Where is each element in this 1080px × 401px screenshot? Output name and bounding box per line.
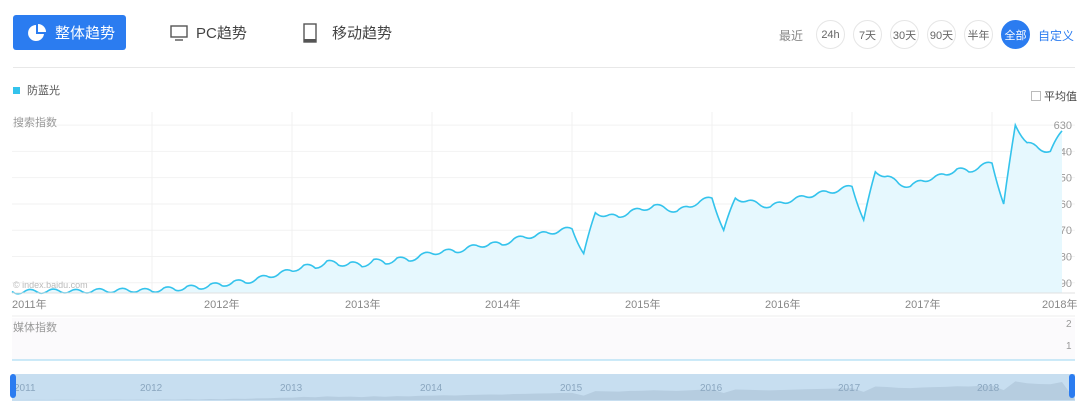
range-option[interactable]: 24h	[816, 20, 845, 49]
navigator-year: 2011	[14, 383, 36, 394]
range-option[interactable]: 7天	[853, 20, 882, 49]
series-area	[12, 125, 1062, 294]
monitor-icon	[170, 24, 188, 41]
watermark: © index.baidu.com	[13, 280, 88, 290]
media-tick: 1	[1066, 341, 1072, 352]
x-tick-label: 2012年	[204, 297, 239, 311]
navigator-year: 2017	[838, 383, 861, 394]
x-tick-label: 2011年	[12, 297, 47, 311]
tab-label: 移动趋势	[332, 25, 393, 42]
tablet-icon	[303, 22, 317, 43]
checkbox-icon	[1031, 91, 1041, 101]
x-tick-label: 2017年	[905, 297, 940, 311]
navigator-area	[12, 381, 1075, 400]
tab-mobile-trend[interactable]: 移动趋势	[302, 15, 392, 50]
tab-label: 整体趋势	[55, 25, 116, 42]
x-tick-label: 2015年	[625, 297, 660, 311]
average-checkbox[interactable]: 平均值	[1031, 88, 1077, 104]
tab-overall-trend[interactable]: 整体趋势	[13, 15, 126, 50]
navigator-year: 2013	[280, 383, 303, 394]
navigator-handle[interactable]	[10, 374, 16, 398]
range-option[interactable]: 90天	[927, 20, 956, 49]
custom-range-link[interactable]: 自定义	[1038, 29, 1075, 43]
navigator-year: 2014	[420, 383, 443, 394]
navigator-handle[interactable]	[1069, 374, 1075, 398]
divider	[13, 67, 1075, 68]
tab-pc-trend[interactable]: PC趋势	[170, 15, 247, 50]
legend-swatch	[13, 86, 20, 94]
pie-chart-icon	[28, 23, 46, 41]
media-tick: 2	[1066, 319, 1072, 330]
range-label: 最近	[779, 29, 804, 43]
range-option[interactable]: 30天	[890, 20, 919, 49]
navigator-year: 2018	[977, 383, 1000, 394]
tab-label: PC趋势	[196, 25, 247, 42]
average-label: 平均值	[1044, 91, 1077, 103]
media-index-title: 媒体指数	[13, 322, 57, 334]
x-tick-label: 2016年	[765, 297, 800, 311]
y-axis-title: 搜索指数	[13, 117, 57, 129]
range-option[interactable]: 全部	[1001, 20, 1030, 49]
y-tick-label: 90	[1060, 278, 1072, 290]
media-panel	[12, 318, 1075, 360]
navigator-year: 2015	[560, 383, 583, 394]
legend-label: 防蓝光	[27, 85, 60, 97]
range-option[interactable]: 半年	[964, 20, 993, 49]
x-tick-label: 2018年	[1042, 297, 1077, 311]
x-tick-label: 2013年	[345, 297, 380, 311]
legend-item[interactable]: 防蓝光	[13, 82, 60, 98]
navigator-year: 2012	[140, 383, 163, 394]
x-tick-label: 2014年	[485, 297, 520, 311]
y-tick-label: 630	[1054, 120, 1072, 132]
navigator-year: 2016	[700, 383, 723, 394]
